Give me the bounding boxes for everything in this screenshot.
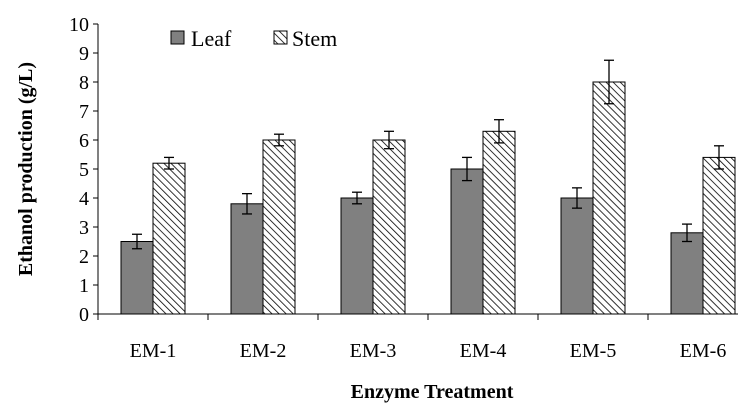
error-bar-leaf-em-4 [462,156,472,182]
x-tick-label: EM-1 [130,340,177,362]
bar-leaf-em-3 [340,197,374,315]
y-ticks: 0 1 2 3 4 5 6 7 8 9 10 [69,14,98,326]
error-bar-leaf-em-2 [242,192,252,215]
x-ticks: EM-1 EM-2 EM-3 EM-4 EM-5 EM-6 [97,314,727,362]
y-tick-label: 10 [69,14,89,36]
bars [120,81,736,315]
bar-leaf-em-2 [230,203,264,315]
axes [97,24,738,315]
x-tick-label: EM-5 [570,340,617,362]
bar-leaf-em-5 [560,197,594,315]
legend: Leaf Stem [170,26,337,51]
error-bar-stem-em-2 [274,133,284,147]
error-bar-stem-em-6 [714,145,724,170]
y-tick-label: 5 [79,159,89,181]
error-bars [132,59,724,250]
y-tick-label: 8 [79,72,89,94]
bar-stem-em-6 [702,156,736,315]
legend-label-leaf: Leaf [191,26,232,51]
error-bar-stem-em-1 [164,156,174,170]
y-tick-label: 9 [79,43,89,65]
error-bar-leaf-em-5 [572,187,582,209]
y-tick-label: 4 [79,188,89,210]
bar-leaf-em-4 [450,168,484,315]
y-tick-label: 0 [79,304,89,326]
bar-stem-em-5 [592,81,626,315]
error-bar-leaf-em-6 [682,223,692,243]
x-axis-title: Enzyme Treatment [351,381,514,403]
y-tick-label: 7 [79,101,89,123]
error-bar-leaf-em-1 [132,233,142,250]
bar-leaf-em-6 [670,232,704,315]
error-bar-leaf-em-3 [352,191,362,205]
x-tick-label: EM-3 [350,340,397,362]
error-bar-stem-em-4 [494,119,504,144]
error-bar-stem-em-3 [384,130,394,150]
legend-label-stem: Stem [292,26,337,51]
y-axis-title: Ethanol production (g/L) [15,62,37,276]
bar-stem-em-4 [482,130,516,315]
y-tick-label: 3 [79,217,89,239]
y-tick-label: 6 [79,130,89,152]
bar-leaf-em-1 [120,241,154,315]
x-tick-label: EM-4 [460,340,507,362]
legend-swatch-leaf [170,30,185,45]
x-tick-label: EM-6 [680,340,727,362]
y-tick-label: 2 [79,246,89,268]
error-bar-stem-em-5 [604,59,614,105]
y-tick-label: 1 [79,275,89,297]
legend-swatch-stem [273,30,288,45]
bar-stem-em-1 [152,162,186,315]
bar-stem-em-2 [262,139,296,315]
bar-stem-em-3 [372,139,406,315]
x-tick-label: EM-2 [240,340,287,362]
